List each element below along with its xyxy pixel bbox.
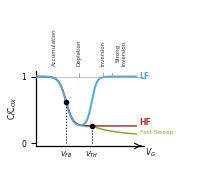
Text: Strong
Inversion: Strong Inversion <box>115 41 126 66</box>
Text: Inversion: Inversion <box>100 41 105 66</box>
Y-axis label: C/C$_{OX}$: C/C$_{OX}$ <box>6 97 19 120</box>
Text: HF: HF <box>140 118 151 127</box>
Text: Fast Sweep: Fast Sweep <box>140 130 173 135</box>
Text: $V_{FB}$: $V_{FB}$ <box>60 150 72 160</box>
Text: $V_{TH}$: $V_{TH}$ <box>85 150 98 160</box>
Text: Depletion: Depletion <box>77 39 82 66</box>
Text: Accumulation: Accumulation <box>52 28 57 66</box>
Text: V$_G$: V$_G$ <box>145 146 156 159</box>
Text: LF: LF <box>140 72 150 81</box>
